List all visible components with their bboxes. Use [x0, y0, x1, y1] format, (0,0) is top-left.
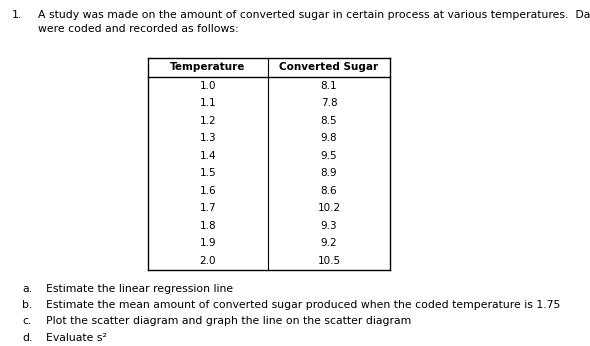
Text: 8.9: 8.9 [321, 168, 337, 178]
Text: 10.2: 10.2 [317, 203, 340, 213]
Text: 9.3: 9.3 [321, 221, 337, 231]
Text: Converted Sugar: Converted Sugar [280, 63, 379, 73]
Text: Estimate the linear regression line: Estimate the linear regression line [46, 283, 233, 293]
Text: 9.2: 9.2 [321, 238, 337, 248]
Text: 9.8: 9.8 [321, 133, 337, 143]
Text: A study was made on the amount of converted sugar in certain process at various : A study was made on the amount of conver… [38, 10, 590, 34]
Text: 1.1: 1.1 [199, 98, 217, 108]
Text: 1.: 1. [12, 10, 22, 20]
Text: Temperature: Temperature [171, 63, 245, 73]
Text: Plot the scatter diagram and graph the line on the scatter diagram: Plot the scatter diagram and graph the l… [46, 317, 411, 327]
Text: 9.5: 9.5 [321, 151, 337, 161]
Text: 1.4: 1.4 [199, 151, 217, 161]
Text: 1.0: 1.0 [200, 81, 217, 91]
Text: 1.2: 1.2 [199, 116, 217, 126]
Text: 1.6: 1.6 [199, 186, 217, 196]
Text: a.: a. [22, 283, 32, 293]
Text: 1.7: 1.7 [199, 203, 217, 213]
Text: 1.9: 1.9 [199, 238, 217, 248]
Text: 10.5: 10.5 [317, 256, 340, 266]
Text: 1.3: 1.3 [199, 133, 217, 143]
Text: d.: d. [22, 333, 32, 343]
Text: 8.5: 8.5 [321, 116, 337, 126]
Text: Evaluate s²: Evaluate s² [46, 333, 107, 343]
Text: 8.6: 8.6 [321, 186, 337, 196]
Text: c.: c. [22, 317, 31, 327]
Text: 1.8: 1.8 [199, 221, 217, 231]
Text: 8.1: 8.1 [321, 81, 337, 91]
Text: 2.0: 2.0 [200, 256, 217, 266]
Text: Estimate the mean amount of converted sugar produced when the coded temperature : Estimate the mean amount of converted su… [46, 300, 560, 310]
Text: b.: b. [22, 300, 32, 310]
Text: 1.5: 1.5 [199, 168, 217, 178]
Text: 7.8: 7.8 [321, 98, 337, 108]
